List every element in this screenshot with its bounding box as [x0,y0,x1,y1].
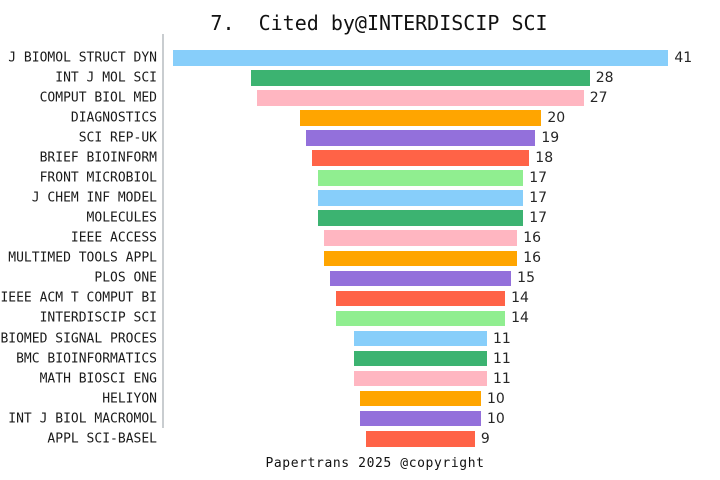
category-label: PLOS ONE [94,270,157,286]
value-label: 27 [589,89,608,106]
footer-credit: Papertrans 2025 @copyright [265,456,485,471]
funnel-bar [172,50,669,66]
funnel-bar [251,70,590,86]
value-label: 11 [492,370,511,387]
funnel-bar [317,170,524,186]
value-label: 15 [517,270,535,287]
category-label: IEEE ACCESS [70,230,157,246]
funnel-bar [354,330,487,347]
category-label: DIAGNOSTICS [70,110,157,126]
chart-title: 7. Cited by@INTERDISCIP SCI [210,11,548,35]
value-label: 16 [523,230,542,247]
funnel-bar [323,230,518,247]
value-label: 41 [674,49,693,66]
funnel-bar [335,290,506,307]
category-label: J CHEM INF MODEL [31,190,157,206]
category-label: HELIYON [102,391,157,407]
funnel-bar [257,90,584,106]
category-label: SCI REP-UK [78,130,157,146]
funnel-bar [366,430,475,447]
funnel-bar [329,270,512,287]
category-label: INT J MOL SCI [55,70,157,86]
value-label: 17 [529,190,548,207]
value-label: 17 [529,170,548,187]
category-label: COMPUT BIOL MED [39,90,157,106]
funnel-bar [299,110,542,126]
category-label: IEEE ACM T COMPUT BI [0,290,157,306]
value-label: 14 [511,310,529,327]
category-label: FRONT MICROBIOL [39,170,157,186]
category-label: INTERDISCIP SCI [39,310,157,326]
value-label: 16 [523,250,542,267]
funnel-bar [305,130,536,146]
category-label: APPL SCI-BASEL [47,431,157,447]
funnel-bar [317,210,524,226]
category-label: J BIOMOL STRUCT DYN [8,50,157,66]
value-label: 9 [480,430,490,447]
category-label: BIOMED SIGNAL PROCES [0,331,157,346]
category-label: MATH BIOSCI ENG [39,371,157,387]
category-label: MULTIMED TOOLS APPL [8,250,157,266]
funnel-bar [360,410,481,427]
value-label: 28 [595,69,614,86]
value-label: 10 [486,410,505,427]
value-label: 18 [535,150,554,167]
value-label: 11 [492,330,511,347]
funnel-bar [335,310,506,327]
category-label: MOLECULES [86,210,157,226]
value-label: 10 [486,390,505,407]
value-label: 11 [492,350,511,367]
category-label: BRIEF BIOINFORM [39,150,157,166]
value-label: 19 [541,130,560,146]
funnel-bar [354,350,487,367]
y-axis-spine [162,34,164,428]
value-label: 14 [511,290,529,307]
funnel-bar [354,370,487,387]
value-label: 20 [547,109,566,126]
category-label: BMC BIOINFORMATICS [16,351,157,367]
value-label: 17 [529,210,548,227]
category-label: INT J BIOL MACROMOL [8,411,157,427]
funnel-bar [317,190,524,206]
funnel-bar [323,250,518,267]
funnel-bar [311,150,530,166]
funnel-bar [360,390,481,407]
